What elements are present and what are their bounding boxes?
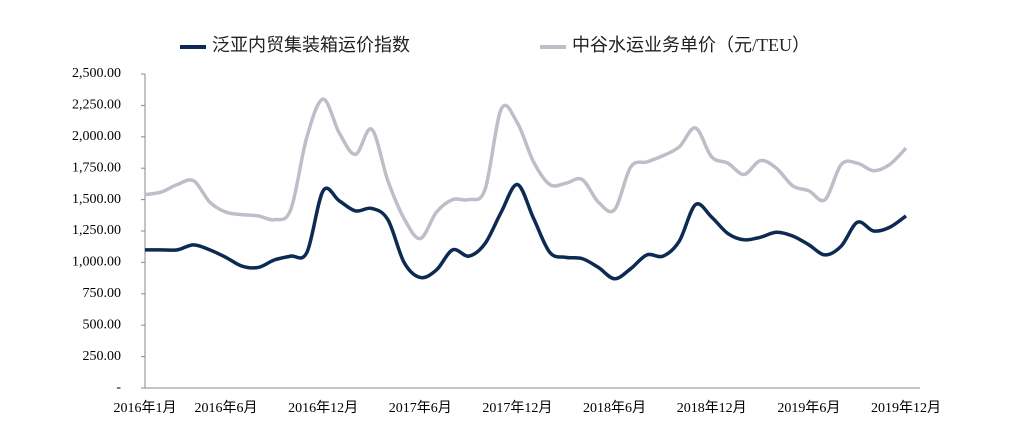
- x-tick-label: 2016年12月: [288, 400, 358, 416]
- y-tick-label: 250.00: [83, 349, 122, 364]
- y-tick-label: -: [116, 380, 121, 395]
- series-line: [144, 97, 908, 241]
- x-tick-label: 2018年6月: [583, 400, 646, 416]
- legend-label: 泛亚内贸集装箱运价指数: [212, 35, 410, 55]
- x-tick-label: 2018年12月: [677, 400, 747, 416]
- y-tick-label: 1,250.00: [72, 223, 121, 238]
- y-tick-label: 2,000.00: [72, 129, 121, 144]
- y-tick-label: 2,250.00: [72, 98, 121, 113]
- y-tick-label: 500.00: [83, 317, 122, 332]
- y-tick-label: 750.00: [83, 286, 122, 301]
- x-tick-label: 2016年6月: [194, 400, 257, 416]
- x-tick-label: 2017年6月: [389, 400, 452, 416]
- x-tick-label: 2016年1月: [114, 400, 177, 416]
- y-tick-label: 2,500.00: [72, 66, 121, 81]
- x-tick-label: 2019年12月: [871, 400, 941, 416]
- x-tick-label: 2019年6月: [777, 400, 840, 416]
- y-tick-label: 1,750.00: [72, 160, 121, 175]
- y-tick-label: 1,500.00: [72, 192, 121, 207]
- x-tick-label: 2017年12月: [482, 400, 552, 416]
- y-tick-label: 1,000.00: [72, 255, 121, 270]
- legend-label: 中谷水运业务单价（元/TEU）: [572, 35, 810, 55]
- series-line: [145, 182, 908, 281]
